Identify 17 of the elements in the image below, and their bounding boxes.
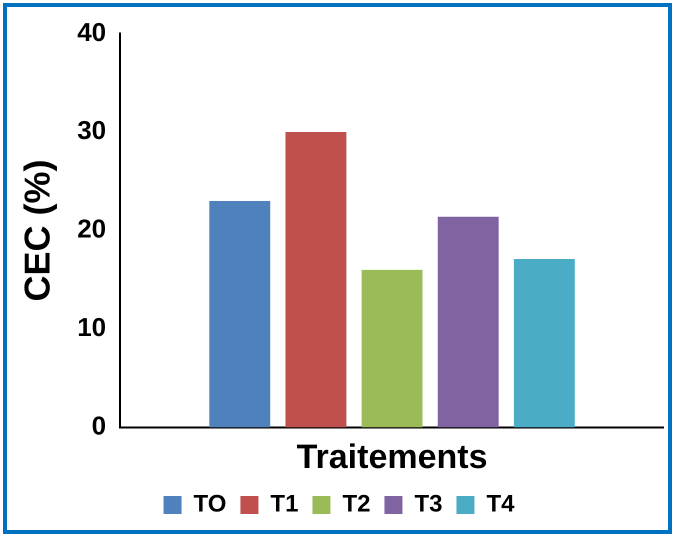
bar [514, 259, 575, 428]
bar [362, 270, 423, 428]
x-axis-title: Traitements [296, 438, 488, 476]
y-tick-label: 10 [77, 312, 106, 342]
y-axis-title: CEC (%) [16, 160, 58, 302]
y-tick-label: 20 [77, 214, 106, 244]
y-tick-label: 0 [92, 410, 106, 441]
legend-label: T3 [414, 490, 442, 518]
bar [438, 216, 499, 428]
legend-label: T2 [342, 490, 370, 518]
y-tick-label: 40 [77, 16, 106, 47]
legend-label: T1 [270, 490, 298, 518]
bar [209, 200, 270, 428]
y-tick-label: 30 [77, 115, 106, 146]
legend-label: T4 [486, 490, 516, 518]
legend-label: TO [194, 490, 226, 518]
bar [285, 132, 346, 428]
